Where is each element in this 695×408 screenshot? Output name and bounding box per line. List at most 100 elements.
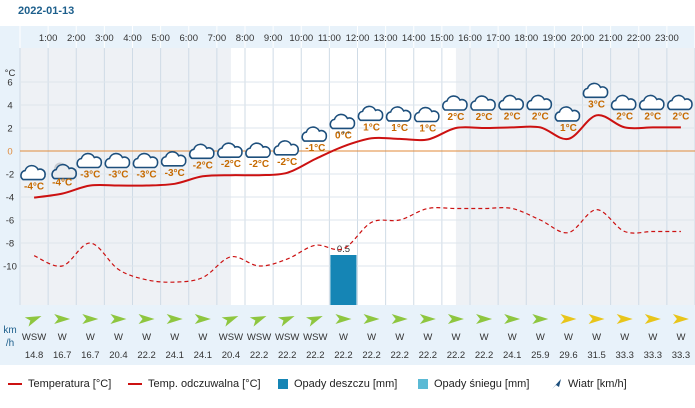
wind-speed-label: 22.2 bbox=[362, 350, 381, 361]
wind-arrow-shape bbox=[532, 314, 549, 324]
wind-speed-label: 22.2 bbox=[447, 350, 466, 361]
cloud-shape bbox=[329, 113, 356, 130]
cloud-shape bbox=[301, 126, 328, 142]
moon-cloud-icon bbox=[51, 162, 77, 180]
wind-speed-label: 14.8 bbox=[25, 350, 44, 361]
cloud-shape bbox=[554, 106, 581, 122]
cloud-shape bbox=[132, 152, 159, 169]
cloud-icon bbox=[498, 94, 524, 111]
cloud-shape bbox=[498, 94, 524, 111]
x-tick-label: 7:00 bbox=[208, 33, 227, 44]
wind-speed-label: 22.2 bbox=[419, 350, 438, 361]
wind-arrow-shape bbox=[138, 314, 155, 324]
temperature-label: 1°C bbox=[363, 122, 380, 133]
cloud-shape bbox=[245, 142, 271, 158]
cloud-shape bbox=[470, 95, 496, 111]
wind-arrow-icon bbox=[419, 314, 436, 324]
wind-arrow-shape bbox=[166, 314, 183, 324]
wind-speed-label: 33.3 bbox=[615, 350, 634, 361]
wind-direction-label: W bbox=[395, 332, 404, 343]
snowflake-icon bbox=[342, 131, 345, 134]
x-tick-label: 13:00 bbox=[374, 33, 398, 44]
wind-direction-label: W bbox=[170, 332, 179, 343]
wind-arrow-icon bbox=[672, 314, 689, 324]
x-tick-label: 4:00 bbox=[123, 33, 142, 44]
temperature-label: 0°C bbox=[335, 130, 352, 141]
legend-temperature: Temperatura [°C] bbox=[8, 378, 111, 390]
wind-arrow-icon bbox=[335, 314, 352, 324]
cloud-icon bbox=[357, 105, 384, 122]
wind-direction-label: W bbox=[114, 332, 123, 343]
cloud-icon bbox=[301, 126, 328, 142]
x-tick-label: 19:00 bbox=[542, 33, 566, 44]
y-tick-label: 4 bbox=[7, 101, 12, 112]
wind-speed-label: 24.1 bbox=[194, 350, 213, 361]
wind-speed-label: 16.7 bbox=[81, 350, 100, 361]
x-tick-label: 1:00 bbox=[39, 33, 58, 44]
cloud-shape bbox=[413, 106, 440, 123]
wind-speed-label: 20.4 bbox=[222, 350, 241, 361]
cloud-shape bbox=[51, 163, 77, 180]
wind-arrow-icon bbox=[82, 314, 99, 324]
wind-arrow-icon bbox=[306, 316, 323, 327]
cloud-icon bbox=[667, 94, 693, 111]
x-tick-label: 11:00 bbox=[318, 33, 341, 44]
wind-speed-label: 24.1 bbox=[503, 350, 522, 361]
legend-rain-swatch bbox=[278, 379, 288, 389]
wind-speed-label: 22.2 bbox=[306, 350, 325, 361]
wind-speed-label: 22.2 bbox=[475, 350, 494, 361]
wind-speed-label: 29.6 bbox=[559, 350, 578, 361]
wind-arrow-shape bbox=[249, 316, 267, 327]
cloud-icon bbox=[76, 152, 103, 169]
cloud-icon bbox=[385, 106, 412, 122]
cloud-shape bbox=[76, 152, 103, 169]
x-tick-label: 21:00 bbox=[599, 33, 623, 44]
wind-arrow-shape bbox=[504, 314, 521, 324]
wind-arrow-shape bbox=[110, 314, 127, 324]
feels-like-line bbox=[33, 207, 681, 283]
y-tick-label: 0 bbox=[7, 147, 12, 158]
wind-arrow-icon bbox=[138, 314, 155, 324]
wind-speed-label: 24.1 bbox=[165, 350, 184, 361]
wind-direction-label: WSW bbox=[275, 332, 299, 343]
legend-temperature-swatch bbox=[8, 383, 22, 385]
cloud-shape bbox=[217, 142, 243, 158]
wind-arrow-icon bbox=[24, 316, 42, 327]
snowflake-icon bbox=[347, 131, 350, 134]
wind-direction-label: W bbox=[564, 332, 573, 343]
wind-arrow-icon bbox=[249, 316, 267, 327]
temperature-label: 1°C bbox=[560, 123, 577, 134]
x-tick-label: 14:00 bbox=[402, 33, 426, 44]
temperature-line bbox=[33, 114, 681, 199]
cloud-icon bbox=[554, 106, 581, 122]
temperature-label: -3°C bbox=[108, 170, 128, 181]
wind-speed-label: 22.2 bbox=[390, 350, 409, 361]
wind-arrow-shape bbox=[363, 314, 380, 324]
legend-snow: Opady śniegu [mm] bbox=[418, 378, 529, 390]
wind-direction-label: W bbox=[339, 332, 348, 343]
wind-arrow-shape bbox=[391, 314, 408, 324]
wind-arrow-icon bbox=[54, 314, 71, 324]
legend-rain-label: Opady deszczu [mm] bbox=[294, 378, 398, 390]
wind-arrow-icon bbox=[644, 314, 661, 324]
cloud-shape bbox=[357, 105, 384, 122]
y-tick-label: 6 bbox=[7, 78, 12, 89]
wind-arrow-icon bbox=[363, 314, 380, 324]
y-tick-label: 2 bbox=[7, 124, 12, 135]
wind-direction-label: W bbox=[676, 332, 685, 343]
wind-speed-label: 25.9 bbox=[531, 350, 550, 361]
wind-speed-label: 22.2 bbox=[250, 350, 269, 361]
cloud-shape bbox=[582, 82, 609, 99]
snowflake-icon bbox=[337, 131, 340, 134]
temperature-label: 1°C bbox=[391, 123, 408, 134]
temperature-label: -2°C bbox=[221, 159, 241, 170]
cloud-shape bbox=[442, 95, 468, 111]
left-axis-band bbox=[0, 26, 20, 365]
wind-direction-label: W bbox=[86, 332, 95, 343]
x-tick-label: 9:00 bbox=[264, 33, 283, 44]
legend-temperature-label: Temperatura [°C] bbox=[28, 378, 112, 390]
legend-snow-label: Opady śniegu [mm] bbox=[434, 378, 530, 390]
wind-arrow-shape bbox=[616, 314, 633, 324]
temperature-label: 2°C bbox=[532, 111, 549, 122]
x-tick-label: 16:00 bbox=[458, 33, 482, 44]
